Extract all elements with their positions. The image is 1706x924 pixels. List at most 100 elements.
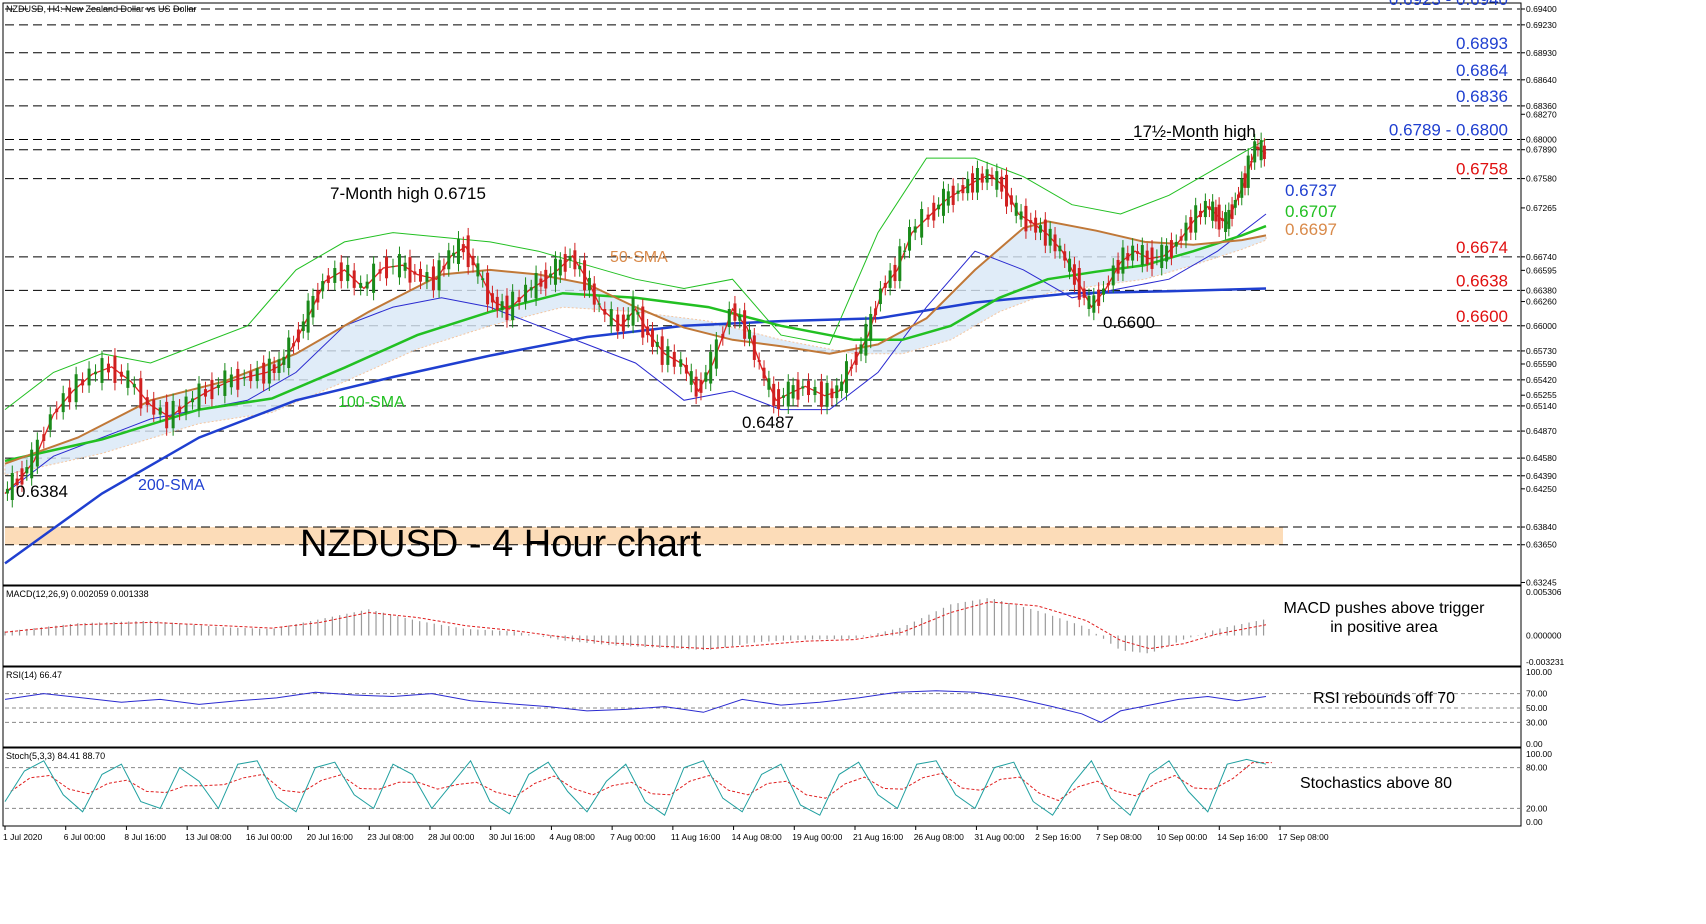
candle-body (641, 306, 645, 338)
candle-body (249, 371, 253, 382)
candle-body (1092, 295, 1096, 313)
candle-body (106, 363, 110, 373)
candle-body (316, 290, 320, 303)
candle-body (210, 379, 214, 400)
candle-body (242, 377, 246, 379)
level-label: 0.6893 (1456, 34, 1508, 53)
candle-body (898, 246, 902, 282)
price-axis-label: 0.68640 (1526, 75, 1557, 85)
candle-body (511, 291, 515, 321)
macd-axis-label: 0.005306 (1526, 587, 1562, 597)
price-axis-label: 0.65420 (1526, 375, 1557, 385)
candle-body (1135, 251, 1139, 254)
time-axis-label: 2 Sep 16:00 (1035, 832, 1081, 842)
candle-body (689, 371, 693, 385)
candle-body (452, 252, 456, 256)
candle-body (946, 191, 950, 206)
macd-annotation-line1: MACD pushes above trigger (1284, 600, 1486, 617)
candle-body (721, 333, 725, 339)
candle-body (878, 288, 882, 305)
candle-body (859, 344, 863, 354)
candle-body (874, 308, 878, 316)
candle-body (684, 364, 688, 374)
candle-body (1068, 258, 1072, 272)
candle-body (893, 264, 897, 282)
candle-body (267, 358, 271, 384)
candle-body (854, 351, 858, 365)
price-axis-label: 0.66380 (1526, 285, 1557, 295)
time-axis-label: 1 Jul 2020 (3, 832, 42, 842)
upper-band-line (4, 138, 1267, 410)
candle-body (573, 250, 577, 270)
candle-body (819, 381, 823, 407)
macd-signal-line (4, 601, 1267, 650)
candle-body (178, 406, 182, 413)
candle-body (333, 268, 337, 283)
candle-body (236, 368, 240, 390)
level-lines (5, 8, 1520, 327)
candle-body (727, 309, 731, 328)
sma-value-50: 0.6697 (1285, 220, 1337, 239)
candle-body (500, 301, 504, 311)
candle-body (908, 227, 912, 251)
candle-body (747, 329, 751, 339)
candle-body (1014, 202, 1018, 216)
candle-body (1224, 212, 1228, 232)
candle-body (68, 387, 72, 403)
rsi-axis-label: 70.00 (1526, 689, 1548, 699)
candle-body (534, 272, 538, 299)
candle-body (1038, 225, 1042, 233)
candle-body (359, 282, 363, 288)
candle-body (1005, 174, 1009, 207)
time-axis-label: 30 Jul 16:00 (489, 832, 536, 842)
candle-body (48, 414, 52, 430)
candle-body (932, 202, 936, 221)
support-zone (5, 527, 1283, 545)
candle-body (1145, 250, 1149, 265)
level-label: 0.6789 - 0.6800 (1389, 120, 1508, 139)
candle-body (495, 296, 499, 311)
candle-body (442, 265, 446, 270)
candle-body (549, 273, 553, 278)
candle-body (431, 266, 435, 291)
candle-body (1174, 241, 1178, 247)
candle-body (1199, 210, 1203, 218)
candle-body (626, 314, 630, 321)
rsi-axis: 100.00 70.00 50.00 30.00 0.00 (1526, 667, 1552, 749)
price-axis-label: 0.67890 (1526, 145, 1557, 155)
candle-body (1184, 222, 1188, 241)
candle-body (1203, 200, 1207, 218)
candle-body (61, 393, 65, 413)
time-axis-label: 6 Jul 00:00 (64, 832, 106, 842)
candle-body (447, 250, 451, 270)
price-axis-label: 0.66000 (1526, 321, 1557, 331)
candle-body (1048, 228, 1052, 246)
candle-body (738, 315, 742, 321)
candle-body (966, 178, 970, 194)
time-axis-label: 16 Jul 00:00 (246, 832, 293, 842)
price-axis-label: 0.63245 (1526, 577, 1557, 587)
stoch-axis: 100.00 80.00 20.00 0.00 (1526, 749, 1552, 827)
candle-body (397, 254, 401, 278)
candle-body (835, 385, 839, 399)
candle-body (743, 310, 747, 339)
candle-body (767, 378, 771, 390)
candle-body (631, 297, 635, 326)
candle-body (806, 380, 810, 396)
candle-body (1102, 288, 1106, 295)
candle-body (636, 312, 640, 315)
annotation-low-0-6487: 0.6487 (742, 413, 794, 432)
candle-body (1072, 264, 1076, 285)
candle-body (171, 400, 175, 429)
candle-body (704, 372, 708, 382)
candle-body (888, 270, 892, 288)
candle-body (1217, 204, 1221, 230)
time-axis-label: 20 Jul 16:00 (307, 832, 354, 842)
candle-body (1207, 206, 1211, 210)
candle-body (672, 351, 676, 367)
candle-body (1126, 253, 1130, 261)
sma-value-100: 0.6707 (1285, 202, 1337, 221)
candle-body (87, 368, 91, 386)
stoch-axis-label: 0.00 (1526, 817, 1543, 827)
